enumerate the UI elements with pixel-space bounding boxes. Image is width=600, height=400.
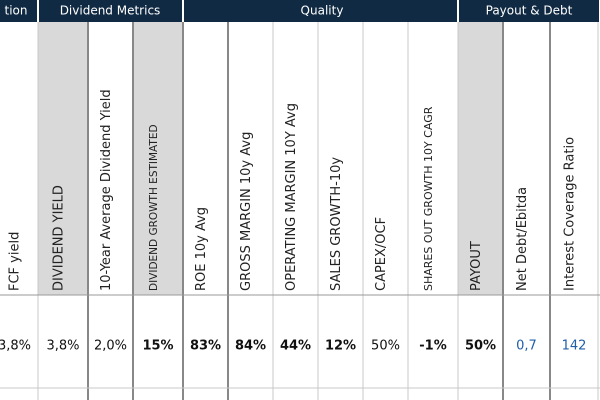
column-header: FCF yield <box>8 232 23 291</box>
value-cell <box>458 295 503 388</box>
value-cell <box>228 295 273 388</box>
header-cell <box>550 22 598 295</box>
value-cell <box>550 295 598 388</box>
column-header: Interest Coverage Ratio <box>563 137 578 291</box>
group-label: Dividend Metrics <box>60 4 161 18</box>
column-header: SHARES OUT GROWTH 10Y CAGR <box>422 106 435 291</box>
group-label: tion <box>5 4 28 18</box>
value-cell <box>133 295 183 388</box>
cell-value: 15% <box>142 339 173 354</box>
value-cell <box>363 295 408 388</box>
cell-value: 50% <box>465 339 496 354</box>
header-cell <box>503 22 550 295</box>
column-header: ROE 10y Avg <box>194 207 209 291</box>
header-cell <box>458 22 503 295</box>
column-header: DIVIDEND YIELD <box>52 185 67 291</box>
column-header: CAPEX/OCF <box>374 217 389 291</box>
header-cell <box>0 22 38 295</box>
column-header: Net Debt/Ebitda <box>515 187 530 291</box>
header-cell <box>133 22 183 295</box>
cell-value: 50% <box>371 339 400 354</box>
cell-value: 142 <box>562 339 587 354</box>
cell-value: 2,0% <box>94 339 127 354</box>
value-cell <box>183 295 228 388</box>
cell-value: 3,8% <box>0 339 31 354</box>
value-cell <box>318 295 363 388</box>
column-header: PAYOUT <box>469 241 484 291</box>
cell-value: 44% <box>280 339 311 354</box>
column-header: SALES GROWTH-10y <box>329 157 344 291</box>
group-label: Payout & Debt <box>486 4 573 18</box>
column-header: DIVIDEND GROWTH ESTIMATED <box>148 124 160 291</box>
value-cell <box>0 295 38 388</box>
cell-value: 84% <box>235 339 266 354</box>
column-header: 10-Year Average Dividend Yield <box>99 89 114 291</box>
value-cell <box>38 295 88 388</box>
header-cell <box>38 22 88 295</box>
header-cell <box>273 22 318 295</box>
value-cell <box>408 295 458 388</box>
header-cell <box>318 22 363 295</box>
header-cell <box>183 22 228 295</box>
cell-value: 12% <box>325 339 356 354</box>
column-header: OPERATING MARGIN 10Y Avg <box>284 103 299 291</box>
column-header: GROSS MARGIN 10y Avg <box>239 132 254 291</box>
header-cell <box>228 22 273 295</box>
value-cell <box>88 295 133 388</box>
group-label: Quality <box>301 4 344 18</box>
cell-value: 3,8% <box>46 339 79 354</box>
header-cell <box>408 22 458 295</box>
header-cell <box>363 22 408 295</box>
value-cell <box>273 295 318 388</box>
cell-value: 83% <box>190 339 221 354</box>
group-header-band <box>0 0 600 22</box>
value-cell <box>503 295 550 388</box>
header-cell <box>88 22 133 295</box>
cell-value: 0,7 <box>516 339 537 354</box>
cell-value: -1% <box>419 339 446 354</box>
